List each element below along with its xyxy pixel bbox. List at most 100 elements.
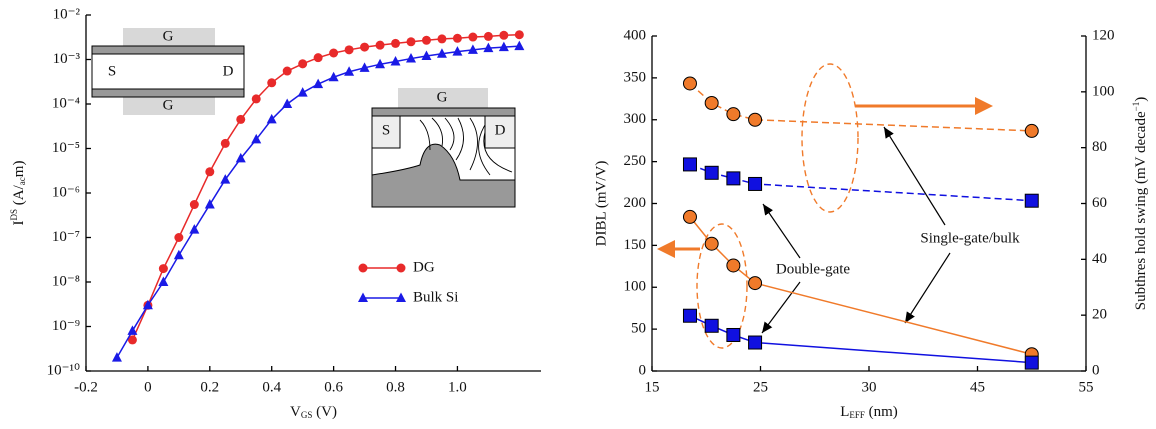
point (483, 42, 494, 53)
point (498, 41, 509, 52)
point (174, 233, 184, 242)
y-label-unit-sub: ac (17, 177, 27, 185)
point (748, 176, 763, 191)
point (682, 308, 697, 323)
point (483, 31, 493, 41)
x-tick-label: 55 (1079, 379, 1094, 395)
x-tick-label: 45 (970, 379, 985, 395)
point (235, 152, 246, 163)
point (396, 263, 406, 273)
x-label-base: V (290, 404, 301, 420)
point (173, 249, 184, 260)
point (468, 32, 478, 42)
point (375, 40, 385, 50)
y2-tick-label: 20 (1092, 307, 1107, 323)
point (220, 138, 230, 148)
point (127, 325, 138, 335)
x-tick-label: 0 (144, 379, 152, 395)
x-label-unit: (nm) (865, 404, 898, 420)
point (437, 34, 447, 44)
inset-label: D (223, 63, 234, 79)
y-tick-label: 400 (624, 27, 647, 43)
annotation: Double-gate (776, 261, 850, 277)
point (704, 318, 719, 333)
y-tick-label: 350 (624, 69, 647, 85)
point (748, 276, 763, 291)
point (359, 62, 370, 72)
x-axis-label: LEFF (nm) (840, 404, 898, 420)
point (726, 258, 741, 273)
y-tick-label: 200 (624, 195, 647, 211)
point (682, 76, 697, 91)
y-tick-label: 300 (624, 111, 647, 127)
point (298, 59, 308, 69)
point (452, 33, 462, 43)
legend-label: Bulk Si (413, 289, 458, 305)
point (704, 165, 719, 180)
series-line (689, 82, 1032, 132)
point (421, 35, 431, 45)
point (313, 53, 323, 63)
point (189, 224, 200, 234)
y-tick-label: 10⁻⁸ (52, 273, 80, 289)
point (344, 45, 354, 55)
x-tick-label: -0.2 (74, 379, 98, 395)
point (396, 292, 406, 302)
point (328, 71, 339, 82)
point (266, 113, 277, 124)
point (142, 299, 153, 310)
y2-label-base: Subthres hold swing (mV decade (1133, 111, 1149, 310)
point (682, 209, 697, 224)
y-tick-label: 0 (639, 362, 647, 378)
y2-tick-label: 120 (1092, 27, 1115, 43)
x-axis-label: VGS (V) (290, 404, 337, 420)
point (358, 263, 368, 273)
point (111, 352, 122, 362)
y2-tick-label: 80 (1092, 139, 1107, 155)
point (251, 94, 261, 104)
inset-label: G (437, 89, 448, 105)
point (514, 30, 524, 40)
y-tick-label: 10⁻⁴ (52, 95, 80, 111)
y2-label-post: ) (1133, 97, 1149, 102)
point (499, 30, 509, 40)
point (748, 112, 763, 127)
point (436, 48, 447, 58)
x-label-unit: (V) (312, 404, 337, 420)
x-tick-label: 0.4 (262, 379, 281, 395)
x-label-base: L (840, 404, 849, 420)
point (360, 42, 370, 52)
point (205, 167, 215, 177)
inset-label: S (108, 63, 116, 79)
point (267, 78, 277, 88)
point (329, 48, 339, 58)
y-tick-label: 10⁻⁵ (52, 140, 80, 156)
y-tick-label: 10⁻⁷ (52, 229, 80, 245)
point (358, 292, 368, 302)
inset-label: D (495, 122, 506, 138)
point (158, 276, 169, 286)
x-tick-label: 0.2 (200, 379, 219, 395)
point (127, 335, 137, 345)
y-tick-label: 100 (624, 279, 647, 295)
y-label-base: I (11, 220, 27, 225)
point (726, 327, 741, 342)
x-tick-label: 1.0 (448, 379, 467, 395)
y-tick-label: 250 (624, 153, 647, 169)
y2-tick-label: 60 (1092, 195, 1107, 211)
point (748, 335, 763, 350)
x-label-sub: GS (301, 410, 313, 420)
inset-label: S (382, 122, 390, 138)
point (1024, 355, 1039, 370)
y2-axis-label: Subthres hold swing (mV decade−1) (1131, 97, 1149, 310)
x-tick-label: 0.8 (386, 379, 405, 395)
point (297, 87, 308, 97)
y-tick-label: 150 (624, 237, 647, 253)
point (313, 78, 324, 89)
point (391, 38, 401, 48)
point (682, 157, 697, 172)
y-tick-label: 10⁻³ (53, 51, 81, 67)
point (204, 199, 215, 209)
point (220, 174, 231, 184)
